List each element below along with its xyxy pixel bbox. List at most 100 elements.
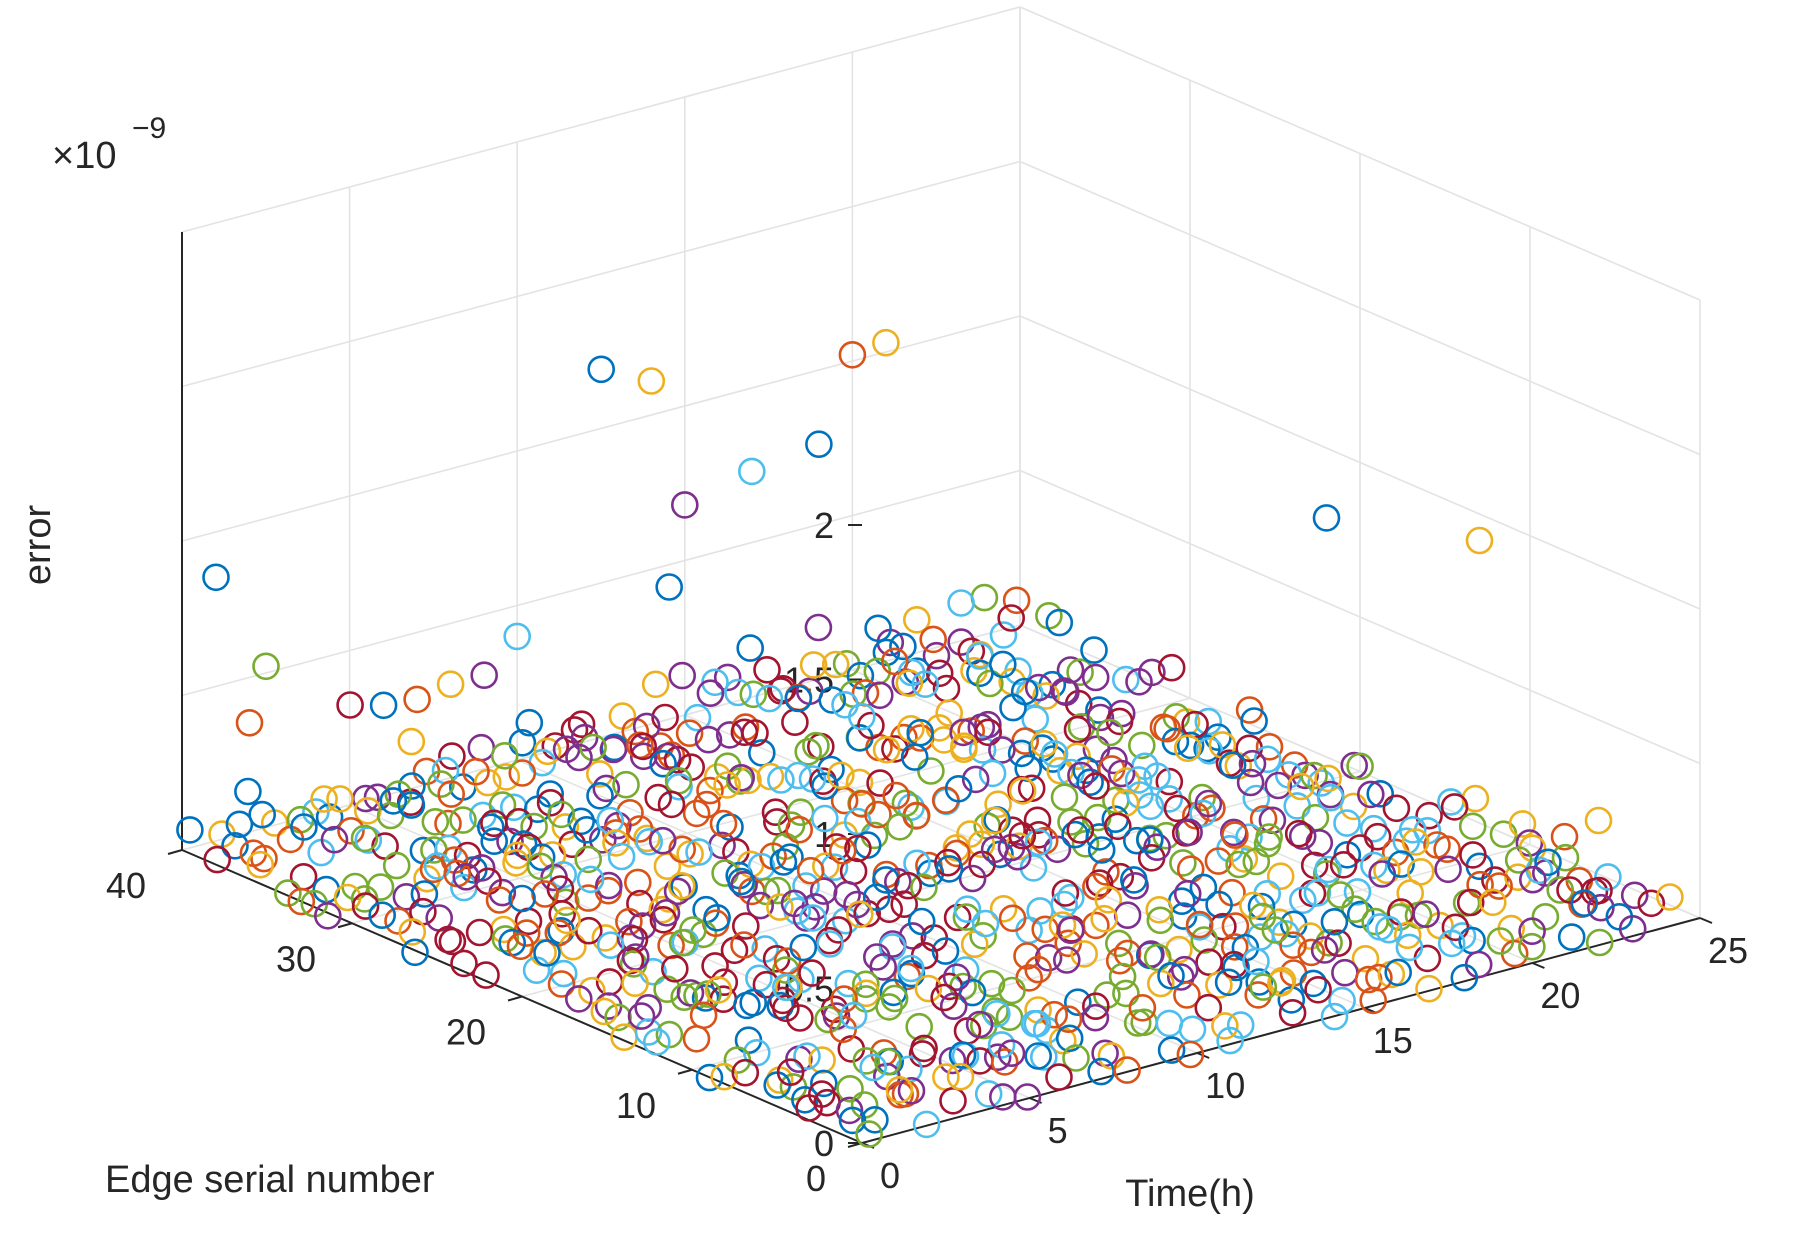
y-tick-label: 30 xyxy=(276,938,316,979)
y-tick-label: 0 xyxy=(806,1158,826,1199)
data-point xyxy=(397,727,426,756)
data-point xyxy=(1218,751,1247,780)
data-point xyxy=(576,865,605,894)
data-point xyxy=(384,907,412,935)
data-point xyxy=(660,954,689,983)
data-point xyxy=(1211,1012,1239,1040)
data-point xyxy=(1441,913,1470,942)
x-tick-label: 0 xyxy=(880,1155,900,1196)
data-point xyxy=(1105,929,1133,958)
data-point xyxy=(1153,714,1181,743)
data-point xyxy=(649,749,677,778)
data-point xyxy=(845,900,874,929)
data-point xyxy=(574,884,603,912)
data-point xyxy=(1157,653,1186,682)
data-point xyxy=(711,859,739,887)
data-point xyxy=(591,924,620,952)
data-point xyxy=(885,812,914,841)
data-point xyxy=(935,699,964,727)
data-point xyxy=(1138,658,1166,687)
data-point xyxy=(998,976,1026,1005)
data-point xyxy=(847,702,876,731)
data-point xyxy=(1346,834,1374,862)
data-point xyxy=(1333,809,1361,837)
data-point xyxy=(696,776,724,805)
data-point xyxy=(789,933,818,962)
data-point xyxy=(1247,892,1276,921)
data-point xyxy=(1320,1002,1349,1031)
data-point xyxy=(398,772,426,800)
data-point xyxy=(546,875,575,903)
data-point xyxy=(1459,841,1487,869)
data-point xyxy=(767,766,795,794)
data-point xyxy=(1053,946,1081,974)
data-point xyxy=(890,890,919,919)
data-point xyxy=(1195,948,1223,977)
data-point xyxy=(421,807,450,836)
data-point xyxy=(470,661,499,690)
data-point xyxy=(1360,851,1388,880)
data-point xyxy=(1314,764,1342,793)
data-point xyxy=(629,732,658,761)
data-point xyxy=(290,813,318,841)
x-tick-label: 5 xyxy=(1048,1110,1068,1151)
data-point xyxy=(558,932,587,961)
x-axis-title: Time(h) xyxy=(1125,1173,1254,1215)
data-point xyxy=(857,711,885,740)
data-point xyxy=(1339,792,1368,821)
data-point xyxy=(1120,866,1148,894)
data-point xyxy=(1070,940,1098,968)
data-point xyxy=(326,785,354,813)
data-point xyxy=(902,605,931,634)
data-point xyxy=(862,883,891,912)
data-point xyxy=(1128,731,1156,760)
data-point xyxy=(503,622,532,651)
data-point xyxy=(1178,1015,1207,1044)
data-point xyxy=(1096,718,1124,747)
data-point xyxy=(1279,931,1307,960)
data-point xyxy=(998,904,1027,933)
data-point xyxy=(1351,944,1380,973)
data-point xyxy=(526,852,555,881)
data-point xyxy=(880,984,909,1013)
data-point xyxy=(676,840,704,868)
data-point xyxy=(564,985,593,1013)
data-point xyxy=(1054,929,1082,958)
data-point xyxy=(874,1047,902,1076)
data-point xyxy=(974,718,1003,747)
data-point xyxy=(547,800,576,829)
data-point xyxy=(1328,986,1356,1015)
data-point xyxy=(476,813,505,842)
data-point xyxy=(872,638,901,667)
data-point xyxy=(882,781,911,810)
data-point xyxy=(997,1039,1026,1067)
data-point xyxy=(1112,979,1140,1008)
y-tick-label: 10 xyxy=(616,1085,656,1126)
data-point xyxy=(508,884,536,913)
data-point xyxy=(1240,707,1268,735)
data-point xyxy=(932,1063,960,1091)
data-point xyxy=(1326,881,1355,909)
back-wall-grid-line xyxy=(181,469,1021,697)
data-point xyxy=(1097,1042,1126,1070)
data-point xyxy=(379,787,408,815)
data-point xyxy=(1504,863,1532,892)
data-point xyxy=(826,761,855,790)
data-point xyxy=(551,813,580,841)
data-point xyxy=(865,681,894,710)
data-point xyxy=(766,893,794,921)
data-point xyxy=(574,916,603,945)
data-point xyxy=(1481,866,1509,894)
data-point xyxy=(1546,876,1574,904)
data-point xyxy=(970,583,999,612)
data-point xyxy=(1485,872,1513,900)
data-point xyxy=(450,949,478,978)
data-point xyxy=(799,651,828,679)
side-wall-grid-line xyxy=(1019,160,1701,456)
data-point xyxy=(480,809,508,838)
data-point xyxy=(889,632,917,661)
data-point xyxy=(1155,785,1183,813)
exponent-label: ×10 −9 xyxy=(52,112,166,177)
data-point xyxy=(1278,998,1307,1027)
data-point xyxy=(1076,768,1104,797)
